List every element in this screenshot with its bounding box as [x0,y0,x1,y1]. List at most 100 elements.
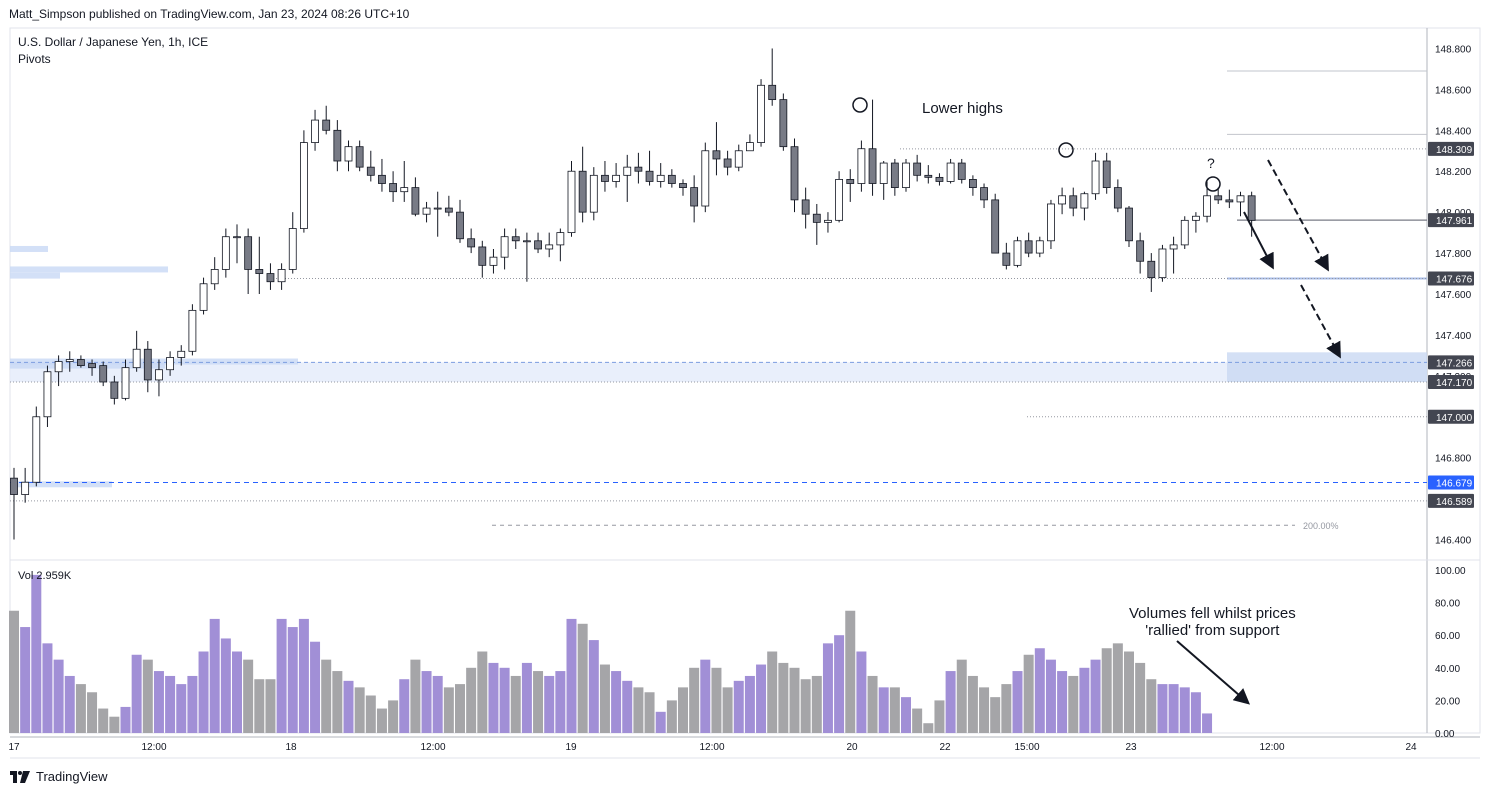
volume-bar [265,679,276,733]
volume-bar [845,610,856,733]
candle-body [1125,207,1133,242]
time-tick-label: 12:00 [699,742,724,753]
volume-bar [388,700,399,733]
candle-body [233,236,241,239]
candle-body [768,84,777,101]
price-tag [1428,141,1474,156]
pivot-profile-bar [10,266,168,273]
candle-body [311,119,319,143]
candle-body [589,174,598,213]
candle-body [645,170,654,182]
candle-body [890,162,899,189]
volume-bar [923,723,934,733]
volume-bar [744,675,755,733]
volume-bar [276,618,287,733]
volume-bar [466,667,477,733]
volume-bar [98,708,109,733]
price-tick-label: 146.400 [1435,536,1472,547]
candle-body [411,187,420,215]
price-tag-label: 146.679 [1436,478,1473,489]
candle-body [166,357,175,371]
volume-label[interactable]: Vol 2.959K [18,570,71,582]
volume-bar [889,687,900,733]
volume-bar [232,651,242,733]
candle-body [902,162,910,189]
tradingview-brand-text: TradingView [36,769,108,784]
candle-body [1247,195,1256,221]
price-tag-label: 146.589 [1436,497,1473,508]
volume-bar [187,675,198,733]
time-tick-label: 12:00 [420,742,445,753]
volume-bar [410,659,421,733]
price-tick-label: 148.800 [1435,44,1472,55]
volume-bar [533,671,544,733]
volume-bar [1157,684,1168,733]
time-tick-label: 12:00 [1259,742,1284,753]
volume-bar [477,651,488,733]
pivot-profile-bar [10,245,48,252]
candle-body [857,148,866,184]
tradingview-brand[interactable]: TradingView [10,769,108,784]
candle-body [801,199,810,215]
volume-bar [666,700,677,733]
tradingview-logo-icon [10,770,30,783]
arrow-dashed [1267,159,1329,272]
candle-body [177,350,186,358]
candle-body [723,158,732,168]
price-tag [1428,409,1474,424]
candle-body [1069,195,1078,209]
volume-bar [176,684,187,733]
candle-body [545,244,554,250]
volume-bar [220,638,231,733]
indicator-label[interactable]: Pivots [18,52,51,66]
candle-body [556,232,565,246]
candle-body [400,187,409,193]
volume-bar [956,659,967,733]
candle-body [444,207,453,213]
candle-body [1113,187,1122,209]
volume-bar [689,667,700,733]
candle-body [612,174,620,182]
time-tick-label: 20 [846,742,858,753]
candle-body [221,236,230,270]
candle-body [255,269,264,274]
annotation-volume-note-line1: Volumes fell whilst prices [1129,605,1296,622]
volume-tick-label: 0.00 [1435,729,1455,740]
volume-bar [1135,662,1146,733]
volume-bar [811,675,822,733]
price-tick-label: 148.600 [1435,85,1472,96]
publish-info: Matt_Simpson published on TradingView.co… [9,7,410,21]
symbol-title[interactable]: U.S. Dollar / Japanese Yen, 1h, ICE [18,35,209,49]
volume-bar [42,643,53,733]
volume-bar [1045,659,1056,733]
volume-bar [343,680,354,733]
candle-body [244,236,253,270]
price-tick-label: 146.800 [1435,454,1472,465]
candle-body [1058,195,1066,205]
candle-body [1169,244,1178,250]
candle-body [389,183,398,193]
candle-body [701,150,710,207]
candle-body [188,309,197,352]
volume-bar [9,610,19,733]
candle-body [634,166,643,172]
candle-body [65,359,74,362]
volume-bar [1023,654,1034,733]
volume-bar [142,659,153,733]
volume-bar [644,692,655,733]
pivot-profile-bar [10,481,112,488]
fib-label: 200.00% [1303,521,1339,531]
target-zone [1227,352,1427,382]
pivot-profile-bar [10,358,298,365]
volume-bar [20,627,31,733]
volume-bar [700,659,711,733]
volume-bar [1179,687,1190,733]
candle-body [846,179,855,184]
candle-body [812,213,821,223]
candle-body [266,273,275,283]
candle-body [734,150,743,168]
volume-bar [789,667,800,733]
volume-bar [510,675,521,733]
volume-bar [566,618,577,733]
annotation-question: ? [1207,155,1215,171]
